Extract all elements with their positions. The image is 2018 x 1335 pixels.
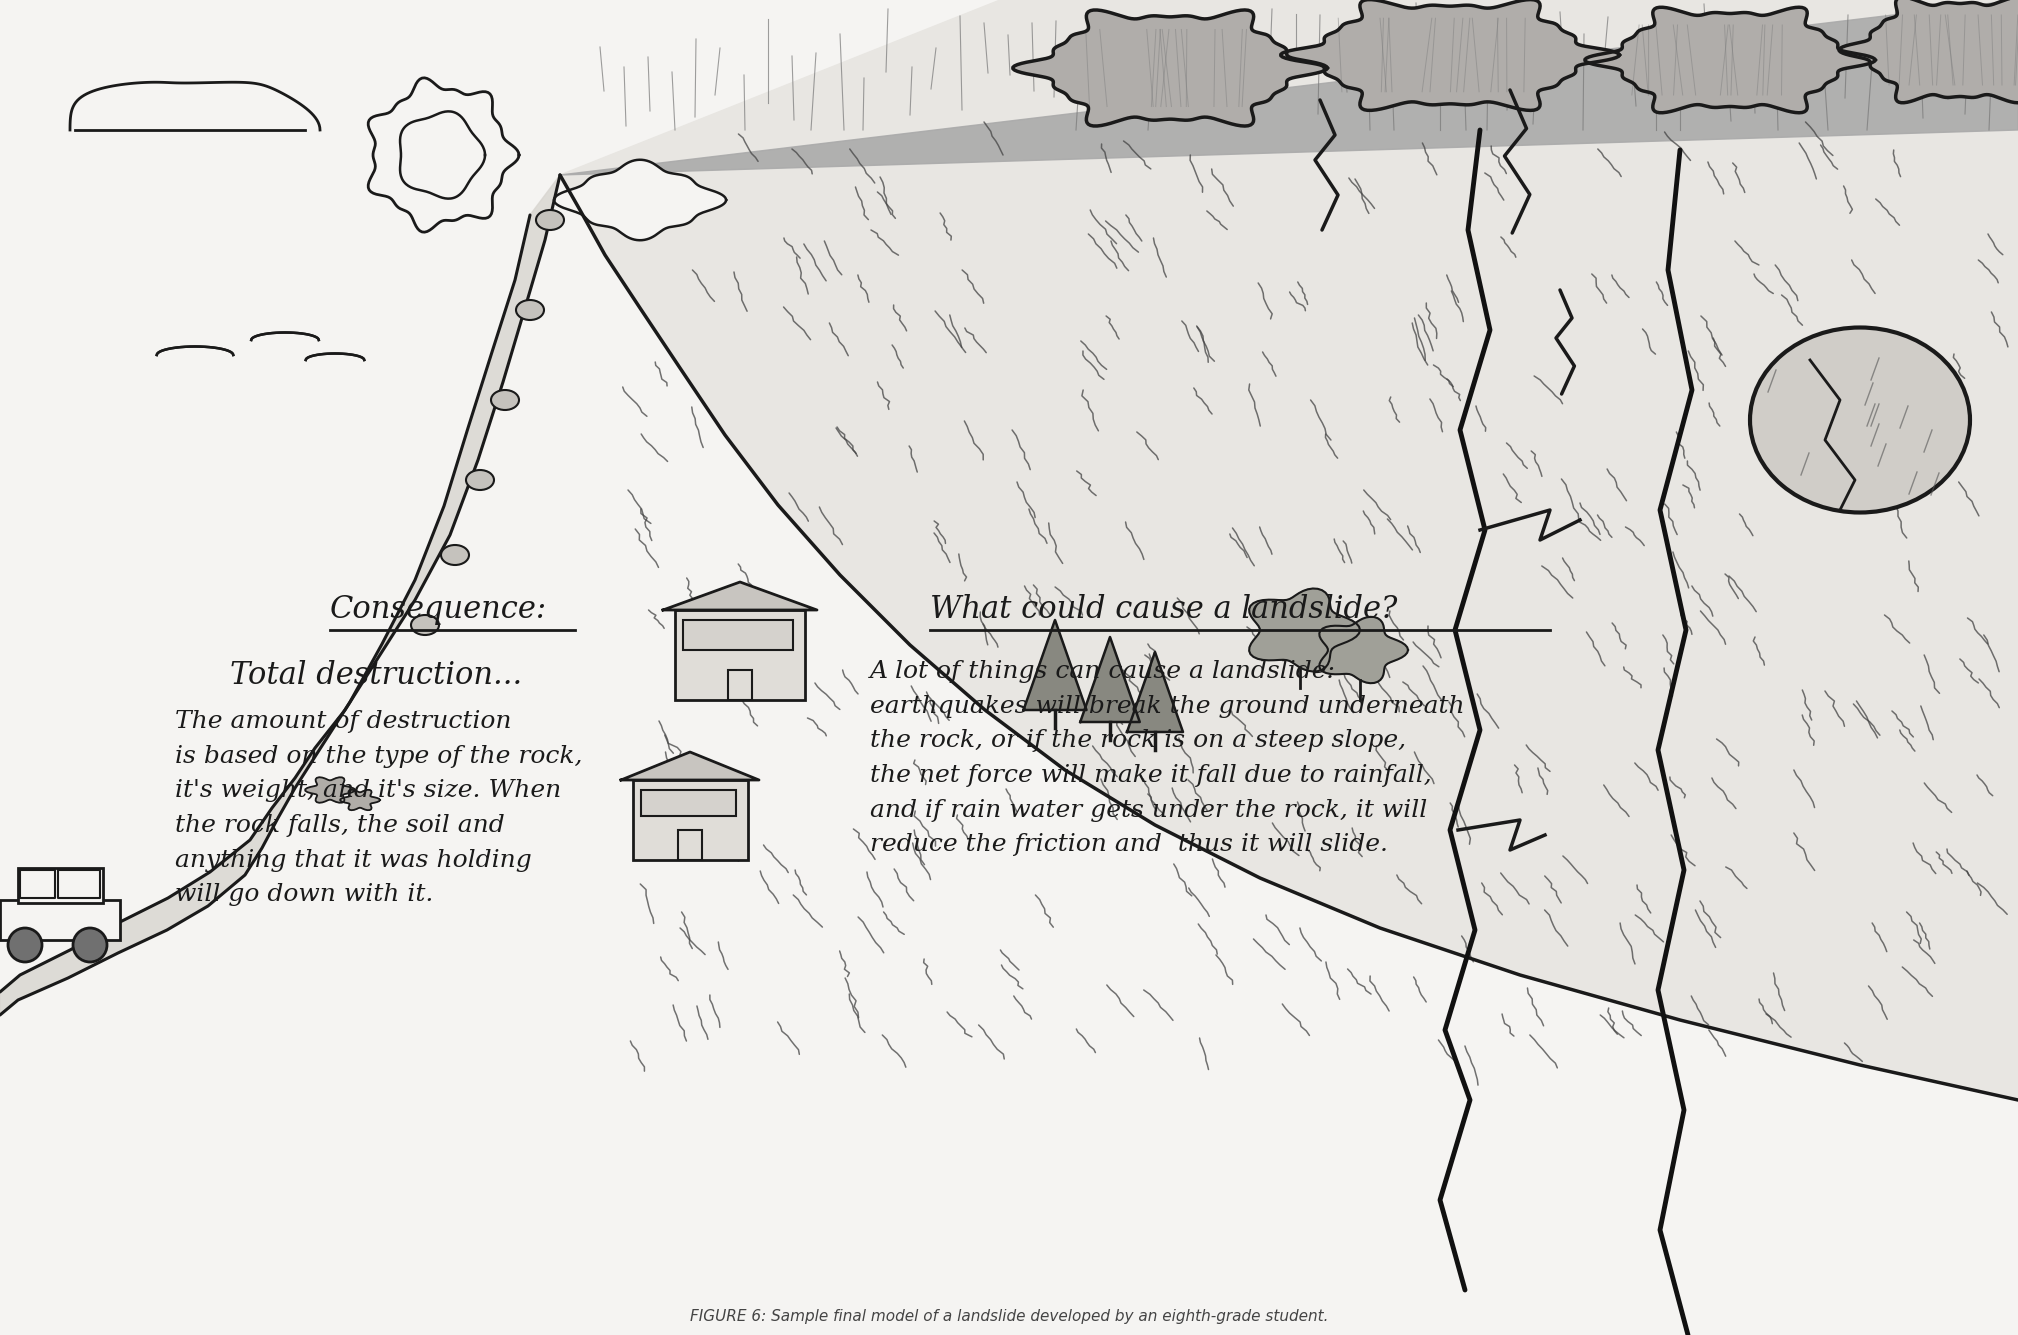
Polygon shape [1838,0,2018,103]
Polygon shape [367,77,519,232]
Polygon shape [1126,651,1183,732]
Polygon shape [0,175,561,1015]
Polygon shape [1281,0,1618,111]
Text: A lot of things can cause a landslide:
earthquakes will break the ground underne: A lot of things can cause a landslide: e… [870,659,1465,857]
Text: Total destruction...: Total destruction... [230,659,523,692]
Polygon shape [1080,637,1140,722]
Bar [674,610,805,700]
Ellipse shape [517,300,545,320]
Text: Consequence:: Consequence: [331,594,547,625]
Polygon shape [622,752,759,780]
Polygon shape [341,790,379,810]
Polygon shape [1249,589,1360,672]
Circle shape [8,928,42,963]
Ellipse shape [442,545,468,565]
Polygon shape [1023,619,1086,710]
Polygon shape [1013,9,1328,125]
Bar [678,830,702,860]
Polygon shape [561,0,2018,175]
Polygon shape [305,777,355,802]
Text: The amount of destruction
is based on the type of the rock,
it's weight, and it': The amount of destruction is based on th… [176,710,583,906]
Text: FIGURE 6: Sample final model of a landslide developed by an eighth-grade student: FIGURE 6: Sample final model of a landsl… [690,1310,1328,1324]
Ellipse shape [1750,327,1970,513]
Ellipse shape [412,615,440,635]
Bar [728,670,753,700]
Polygon shape [1584,7,1875,112]
Bar [642,790,737,816]
Polygon shape [561,0,2018,1100]
Polygon shape [71,83,321,129]
Bar [682,619,793,650]
Polygon shape [664,582,817,610]
Text: What could cause a landslide?: What could cause a landslide? [930,594,1396,625]
Ellipse shape [466,470,494,490]
Bar [0,900,119,940]
Bar [634,780,749,860]
Circle shape [73,928,107,963]
Polygon shape [1320,617,1409,684]
Ellipse shape [537,210,563,230]
Ellipse shape [490,390,519,410]
Polygon shape [555,160,726,240]
Bar [18,868,103,902]
